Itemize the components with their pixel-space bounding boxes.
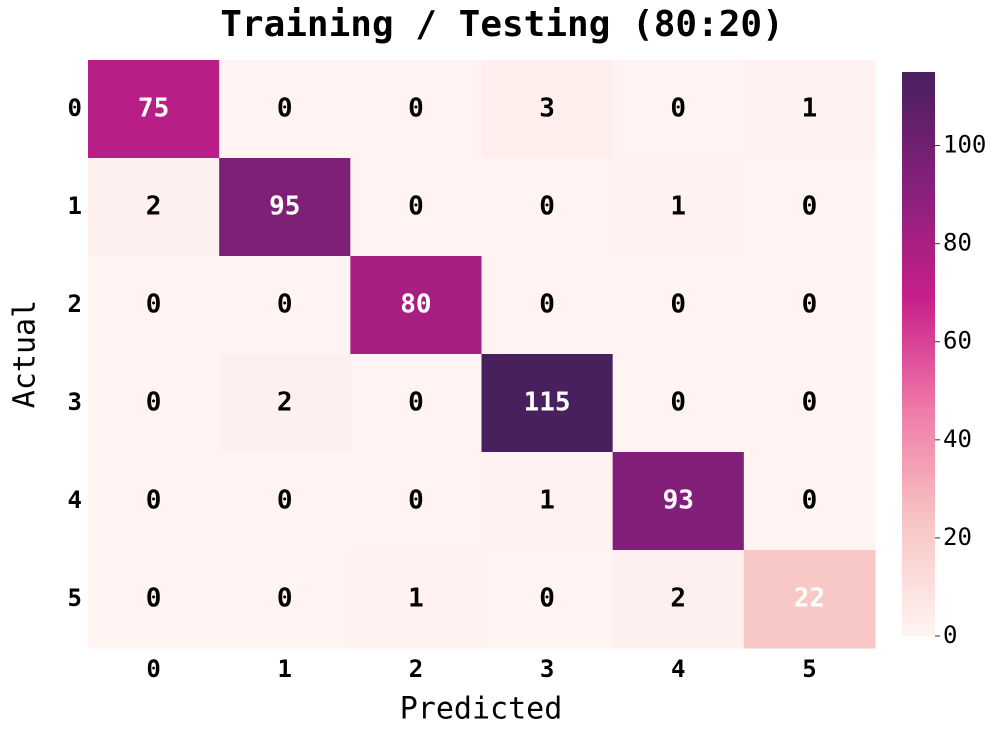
heatmap-cell (219, 256, 351, 355)
heatmap-cell (743, 550, 876, 649)
y-axis-label: Actual (8, 300, 43, 408)
heatmap-cell (743, 60, 876, 159)
cell-label: 0 (670, 388, 686, 418)
heatmap-cell (743, 158, 876, 257)
cell-label: 22 (794, 584, 825, 614)
cell-label: 3 (539, 94, 555, 124)
cell-label: 0 (670, 94, 686, 124)
heatmap-cell (743, 452, 876, 551)
x-tick-label: 2 (409, 655, 423, 683)
cell-label: 1 (670, 192, 686, 222)
heatmap-cell (219, 550, 351, 649)
heatmap-cell (88, 550, 220, 649)
x-tick-label: 5 (802, 655, 816, 683)
cell-label: 0 (408, 388, 424, 418)
cell-label: 0 (408, 486, 424, 516)
heatmap-cell (612, 158, 745, 257)
y-tick-label: 5 (68, 584, 82, 612)
heatmap-cell (481, 452, 614, 551)
heatmap-cell (743, 256, 876, 355)
cell-label: 2 (146, 192, 162, 222)
heatmap-cell (350, 158, 482, 257)
cell-label: 0 (802, 388, 818, 418)
heatmap-cell (612, 256, 745, 355)
heatmap-cell (612, 452, 745, 551)
y-tick-label: 3 (68, 388, 82, 416)
heatmap-cell (88, 256, 220, 355)
heatmap-cell (350, 452, 482, 551)
cell-label: 0 (146, 290, 162, 320)
x-tick-label: 4 (671, 655, 685, 683)
heatmap-cell (612, 60, 745, 159)
heatmap-cell (219, 158, 351, 257)
cell-label: 115 (524, 388, 571, 418)
heatmap-cell (612, 354, 745, 453)
cell-label: 0 (670, 290, 686, 320)
colorbar-tick-label: 80 (943, 229, 972, 257)
cell-label: 0 (146, 584, 162, 614)
cell-label: 0 (277, 486, 293, 516)
cell-label: 0 (277, 94, 293, 124)
x-tick-label: 1 (278, 655, 292, 683)
y-tick-label: 4 (68, 486, 82, 514)
heatmap-cell (219, 60, 351, 159)
y-tick-label: 0 (68, 94, 82, 122)
cell-label: 0 (539, 584, 555, 614)
heatmap-cell (481, 550, 614, 649)
heatmap-cell (88, 158, 220, 257)
cell-label: 0 (539, 192, 555, 222)
heatmap-cell (612, 550, 745, 649)
cell-label: 80 (400, 290, 431, 320)
x-axis-label: Predicted (400, 692, 563, 727)
y-tick-label: 2 (68, 290, 82, 318)
cell-label: 0 (277, 290, 293, 320)
heatmap-cell (219, 354, 351, 453)
y-tick-label: 1 (68, 192, 82, 220)
cell-label: 75 (138, 94, 169, 124)
colorbar-tick-label: 0 (943, 621, 957, 649)
cell-label: 0 (408, 94, 424, 124)
colorbar-tick-label: 40 (943, 425, 972, 453)
cell-label: 1 (539, 486, 555, 516)
cell-label: 93 (663, 486, 694, 516)
cell-label: 0 (277, 584, 293, 614)
heatmap-cell (743, 354, 876, 453)
colorbar-tick-label: 100 (943, 131, 986, 159)
heatmap-cell (219, 452, 351, 551)
chart-title: Training / Testing (80:20) (220, 4, 784, 45)
x-tick-label: 3 (540, 655, 554, 683)
cell-label: 2 (670, 584, 686, 614)
heatmap-cell (350, 60, 482, 159)
cell-label: 0 (146, 388, 162, 418)
heatmap-cell (481, 158, 614, 257)
heatmap-cell (88, 452, 220, 551)
colorbar-tick-label: 60 (943, 327, 972, 355)
cell-label: 1 (408, 584, 424, 614)
cell-label: 0 (802, 290, 818, 320)
cell-label: 0 (802, 486, 818, 516)
heatmap-cell (350, 354, 482, 453)
heatmap-cell (88, 60, 220, 159)
heatmap-cell (350, 256, 482, 355)
heatmap-cell (350, 550, 482, 649)
cell-label: 95 (269, 192, 300, 222)
colorbar (902, 72, 935, 636)
heatmap-cell (481, 60, 614, 159)
cell-label: 0 (802, 192, 818, 222)
cell-label: 0 (408, 192, 424, 222)
heatmap-cell (481, 256, 614, 355)
x-tick-label: 0 (146, 655, 160, 683)
heatmap-cell (481, 354, 614, 453)
cell-label: 2 (277, 388, 293, 418)
cell-label: 1 (802, 94, 818, 124)
cell-label: 0 (146, 486, 162, 516)
cell-label: 0 (539, 290, 555, 320)
heatmap-cell (88, 354, 220, 453)
colorbar-tick-label: 20 (943, 523, 972, 551)
